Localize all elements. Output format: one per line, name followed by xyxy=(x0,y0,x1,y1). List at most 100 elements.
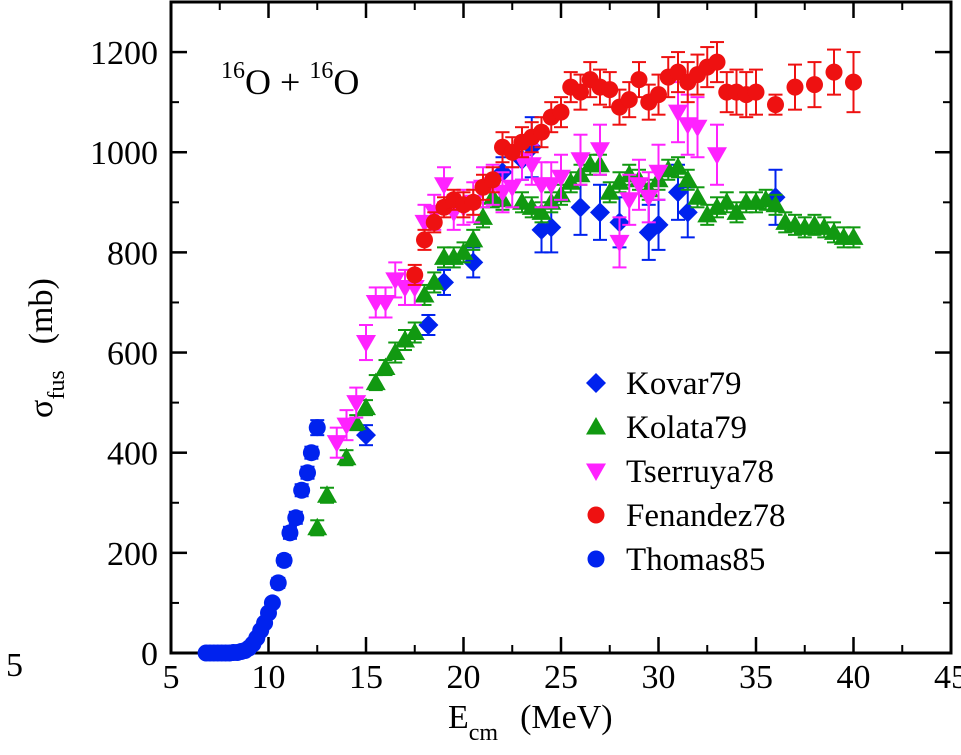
data-point-1-53 xyxy=(843,227,864,245)
legend-marker-4 xyxy=(587,550,605,568)
legend-item-2: Tserruya78 xyxy=(586,454,774,490)
y-axis-title-main: σ xyxy=(23,400,60,418)
series-layer xyxy=(197,41,864,662)
reaction-element2: O xyxy=(333,62,359,102)
data-point-3-40 xyxy=(845,73,862,91)
data-point-1-4 xyxy=(356,397,376,416)
data-point-4-19 xyxy=(275,551,293,569)
data-point-2-28 xyxy=(629,177,649,195)
data-point-1-10 xyxy=(414,284,435,303)
data-point-4-25 xyxy=(308,419,326,437)
data-point-3-39 xyxy=(825,63,843,81)
y-axis-title: σfus (mb) xyxy=(23,278,70,418)
legend-symbol-2 xyxy=(586,463,606,481)
legend-marker-3 xyxy=(587,506,605,524)
y-tick-labels: 0 200 400 600 800 1000 1200 xyxy=(90,35,158,673)
x-tick-label-1: 10 xyxy=(252,659,286,696)
data-point-1-2 xyxy=(336,447,357,466)
reaction-mass2: 16 xyxy=(309,58,333,84)
data-point-3-8 xyxy=(484,171,502,189)
data-point-1-40 xyxy=(716,192,737,210)
data-point-1-50 xyxy=(814,217,835,235)
data-point-3-35 xyxy=(747,83,765,101)
data-point-3-31 xyxy=(708,53,726,71)
legend-symbol-1 xyxy=(586,417,606,435)
y-tick-label-5: 1000 xyxy=(90,135,158,172)
data-point-1-36 xyxy=(677,169,698,188)
legend-marker-2 xyxy=(586,463,606,481)
axis-ticks xyxy=(169,2,953,655)
data-point-2-23 xyxy=(551,169,571,188)
data-point-2-30 xyxy=(648,164,669,183)
x-tick-label-3: 20 xyxy=(447,659,481,696)
legend-item-3: Fenandez78 xyxy=(587,498,785,534)
data-point-3-22 xyxy=(620,91,638,109)
legend-symbol-3 xyxy=(587,506,605,524)
data-point-3-38 xyxy=(806,76,823,94)
data-point-2-17 xyxy=(492,184,513,203)
data-point-2-34 xyxy=(707,147,727,165)
x-tick-label-8: 45 xyxy=(934,659,961,696)
legend-item-0: Kovar79 xyxy=(586,366,741,402)
data-point-0-13 xyxy=(648,214,669,235)
y-axis-title-sub: fus xyxy=(44,370,70,399)
legend-item-4: Thomas85 xyxy=(587,542,765,578)
data-point-1-39 xyxy=(707,197,727,215)
data-point-2-25 xyxy=(590,142,610,160)
legend-marker-0 xyxy=(586,373,606,393)
data-point-4-24 xyxy=(302,444,320,462)
data-point-4-18 xyxy=(269,574,287,592)
data-point-1-45 xyxy=(765,194,786,213)
data-point-3-15 xyxy=(552,103,570,121)
data-point-1-1 xyxy=(317,485,337,503)
reaction-label: 16O + 16O xyxy=(221,58,359,102)
data-point-3-36 xyxy=(767,96,784,114)
data-point-2-6 xyxy=(385,272,406,290)
data-point-3-0 xyxy=(406,266,424,284)
data-point-2-1 xyxy=(336,417,357,436)
data-point-2-11 xyxy=(434,177,454,195)
y-tick-label-1: 200 xyxy=(107,536,158,573)
x-tick-label-2: 15 xyxy=(349,659,383,696)
data-point-3-20 xyxy=(601,81,619,99)
data-point-2-27 xyxy=(619,192,640,210)
x-tick-label-5: 30 xyxy=(642,659,676,696)
data-point-4-23 xyxy=(299,464,316,482)
data-point-4-22 xyxy=(293,481,311,499)
data-point-1-14 xyxy=(453,242,474,260)
data-point-3-13 xyxy=(533,123,550,141)
series-Thomas85 xyxy=(197,419,326,662)
data-point-0-10 xyxy=(590,202,610,223)
x-axis-title-main: E xyxy=(448,699,469,736)
data-point-0-9 xyxy=(570,197,591,218)
data-point-1-9 xyxy=(404,322,425,341)
y-tick-label-6: 1200 xyxy=(90,35,158,72)
y-tick-label-3: 600 xyxy=(107,336,158,373)
data-point-1-44 xyxy=(755,189,776,208)
data-point-1-13 xyxy=(443,247,464,265)
reaction-mass1: 16 xyxy=(221,58,245,84)
data-point-2-22 xyxy=(541,177,562,195)
data-point-3-1 xyxy=(416,231,433,249)
data-point-0-1 xyxy=(418,314,439,335)
series-Kolata79 xyxy=(307,153,864,537)
x-tick-labels: 5 10 15 20 25 30 35 40 45 xyxy=(163,659,961,696)
data-point-3-37 xyxy=(786,78,804,96)
data-point-2-31 xyxy=(668,104,688,123)
data-point-1-37 xyxy=(687,187,708,205)
data-point-1-7 xyxy=(385,342,406,361)
y-axis-title-unit: (mb) xyxy=(23,278,60,344)
data-point-1-41 xyxy=(726,202,747,220)
legend: Kovar79 Kolata79 Tserruya78 Fenandez78 T… xyxy=(586,366,785,578)
data-point-2-3 xyxy=(356,335,376,353)
data-point-1-51 xyxy=(824,222,844,240)
data-point-1-16 xyxy=(473,207,493,225)
data-point-2-24 xyxy=(570,152,591,170)
reaction-plus: + xyxy=(271,62,309,102)
data-point-4-20 xyxy=(281,524,299,542)
data-point-1-0 xyxy=(307,517,328,536)
x-axis-title: Ecm (MeV) xyxy=(448,699,613,746)
legend-label-2: Tserruya78 xyxy=(626,454,774,490)
reaction-element1: O xyxy=(245,62,271,102)
